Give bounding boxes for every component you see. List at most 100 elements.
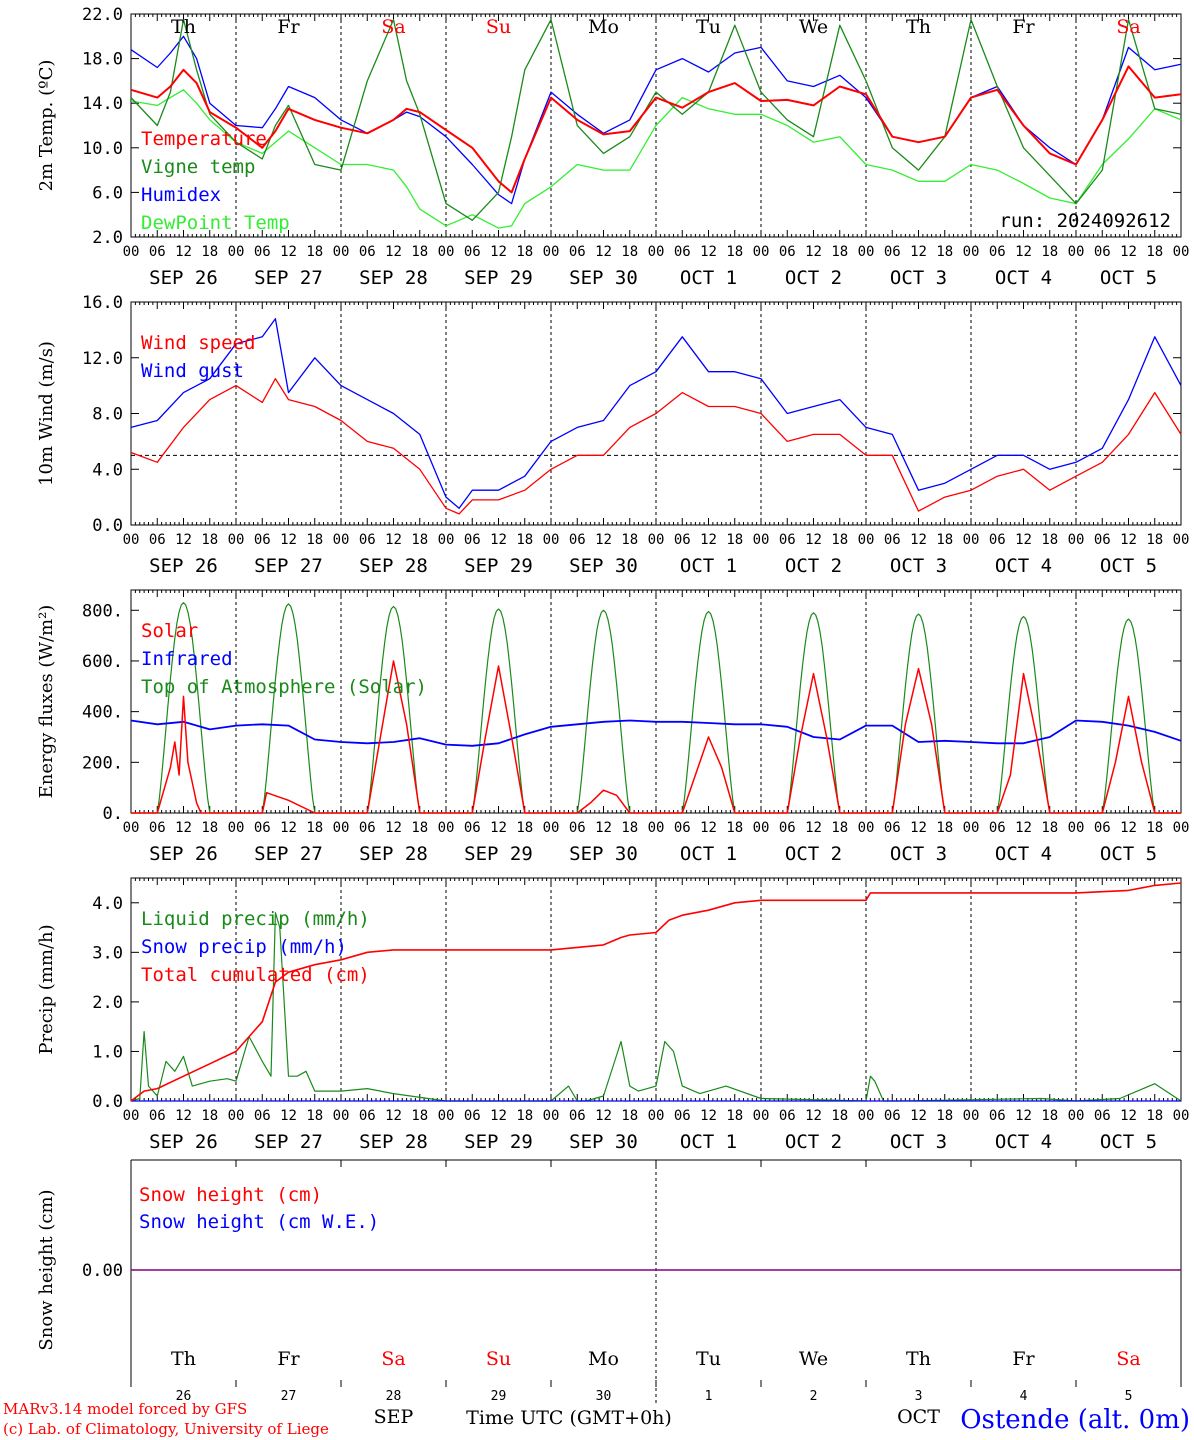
energy-date-label: OCT 2 [785, 843, 842, 865]
precip-hour-tick-label: 00 [1173, 1108, 1190, 1124]
energy-hour-tick-label: 12 [385, 820, 402, 836]
temp-hour-tick-label: 00 [963, 244, 980, 260]
temp-hour-tick-label: 00 [123, 244, 140, 260]
precip-hour-tick-label: 12 [175, 1108, 192, 1124]
snow-day-abbr: Th [906, 1348, 931, 1370]
energy-hour-tick-label: 18 [1041, 820, 1058, 836]
precip-date-label: SEP 28 [359, 1131, 428, 1153]
precip-hour-tick-label: 12 [805, 1108, 822, 1124]
temp-hour-tick-label: 18 [1041, 244, 1058, 260]
precip-hour-tick-label: 18 [516, 1108, 533, 1124]
energy-hour-tick-label: 18 [621, 820, 638, 836]
energy-hour-tick-label: 00 [648, 820, 665, 836]
precip-hour-tick-label: 18 [726, 1108, 743, 1124]
snow-day-number: 5 [1125, 1389, 1133, 1404]
precip-hour-tick-label: 06 [569, 1108, 586, 1124]
temp-hour-tick-label: 06 [254, 244, 271, 260]
precip-ytick-label: 1.0 [92, 1042, 123, 1062]
snow-day-abbr: We [799, 1348, 828, 1370]
snow-day-number: 30 [596, 1389, 612, 1404]
temp-hour-tick-label: 00 [1068, 244, 1085, 260]
snow-day-number: 1 [705, 1389, 713, 1404]
temp-hour-tick-label: 12 [595, 244, 612, 260]
precip-hour-tick-label: 06 [359, 1108, 376, 1124]
snow-legend-snow-height-cm-w-e-: Snow height (cm W.E.) [139, 1211, 379, 1233]
temp-day-abbr: Su [486, 16, 511, 38]
wind-date-label: SEP 29 [464, 555, 533, 577]
energy-date-label: SEP 29 [464, 843, 533, 865]
temp-hour-tick-label: 06 [779, 244, 796, 260]
precip-legend-liquid-precip-mm-h-: Liquid precip (mm/h) [141, 908, 370, 930]
wind-legend-wind-speed: Wind speed [141, 332, 255, 354]
wind-ytick-label: 8.0 [92, 405, 123, 425]
temp-date-label: SEP 26 [149, 267, 218, 289]
wind-hour-tick-label: 18 [726, 532, 743, 548]
energy-ylabel: Energy fluxes (W/m²) [36, 605, 57, 799]
energy-ytick-label: 400. [82, 703, 123, 723]
temp-hour-tick-label: 00 [333, 244, 350, 260]
snow-day-abbr: Sa [1116, 1348, 1140, 1370]
energy-hour-tick-label: 18 [201, 820, 218, 836]
energy-hour-tick-label: 06 [884, 820, 901, 836]
wind-hour-tick-label: 18 [306, 532, 323, 548]
snow-panel: 0.00 Snow height (cm) Snow height (cm) Snow… [36, 1159, 1182, 1428]
wind-date-label: OCT 2 [785, 555, 842, 577]
energy-legend-solar: Solar [141, 620, 198, 642]
wind-hour-tick-label: 12 [385, 532, 402, 548]
wind-ytick-label: 16.0 [82, 293, 123, 313]
wind-hour-tick-label: 18 [831, 532, 848, 548]
wind-hour-tick-label: 12 [280, 532, 297, 548]
precip-date-label: OCT 5 [1100, 1131, 1157, 1153]
temp-date-label: SEP 30 [569, 267, 638, 289]
energy-date-label: OCT 1 [680, 843, 737, 865]
precip-hour-tick-label: 12 [1015, 1108, 1032, 1124]
wind-hour-tick-label: 18 [411, 532, 428, 548]
precip-ytick-label: 4.0 [92, 894, 123, 914]
wind-hour-tick-label: 18 [516, 532, 533, 548]
temp-ytick-label: 2.0 [92, 228, 123, 248]
energy-hour-tick-label: 12 [1015, 820, 1032, 836]
wind-hour-tick-label: 00 [858, 532, 875, 548]
temp-day-abbr: Sa [381, 16, 405, 38]
temp-hour-tick-label: 00 [438, 244, 455, 260]
energy-hour-tick-label: 18 [516, 820, 533, 836]
precip-hour-tick-label: 06 [884, 1108, 901, 1124]
month-label-sep: SEP [374, 1406, 414, 1428]
precip-hour-tick-label: 00 [543, 1108, 560, 1124]
wind-hour-tick-label: 12 [490, 532, 507, 548]
snow-day-abbr: Su [486, 1348, 511, 1370]
temp-day-abbr: Sa [1116, 16, 1140, 38]
wind-hour-tick-label: 06 [779, 532, 796, 548]
snow-day-number: 3 [915, 1389, 923, 1404]
wind-hour-tick-label: 18 [1146, 532, 1163, 548]
energy-date-label: OCT 5 [1100, 843, 1157, 865]
temp-legend-dewpoint-temp: DewPoint Temp [141, 212, 290, 234]
energy-date-label: SEP 28 [359, 843, 428, 865]
temp-hour-tick-label: 18 [201, 244, 218, 260]
snow-day-number: 4 [1020, 1389, 1028, 1404]
energy-hour-tick-label: 06 [674, 820, 691, 836]
energy-hour-tick-label: 00 [753, 820, 770, 836]
energy-hour-tick-label: 00 [963, 820, 980, 836]
precip-hour-tick-label: 12 [700, 1108, 717, 1124]
wind-hour-tick-label: 18 [936, 532, 953, 548]
precip-hour-tick-label: 00 [858, 1108, 875, 1124]
energy-date-label: OCT 3 [890, 843, 947, 865]
energy-legend-infrared: Infrared [141, 648, 233, 670]
snow-day-abbr: Tu [696, 1348, 721, 1370]
temp-series-vigne-temp [130, 18, 1182, 221]
precip-date-label: SEP 27 [254, 1131, 323, 1153]
wind-hour-tick-label: 18 [1041, 532, 1058, 548]
wind-hour-tick-label: 06 [674, 532, 691, 548]
precip-date-label: OCT 3 [890, 1131, 947, 1153]
wind-hour-tick-label: 00 [438, 532, 455, 548]
temp-series-temperature [130, 65, 1182, 194]
energy-date-label: SEP 26 [149, 843, 218, 865]
precip-legend-total-cumulated-cm-: Total cumulated (cm) [141, 964, 370, 986]
wind-hour-tick-label: 00 [1068, 532, 1085, 548]
precip-date-label: OCT 4 [995, 1131, 1052, 1153]
energy-legend-top-of-atmosphere-solar-: Top of Atmosphere (Solar) [141, 676, 427, 698]
temp-day-abbr: Th [906, 16, 931, 38]
wind-hour-tick-label: 06 [254, 532, 271, 548]
